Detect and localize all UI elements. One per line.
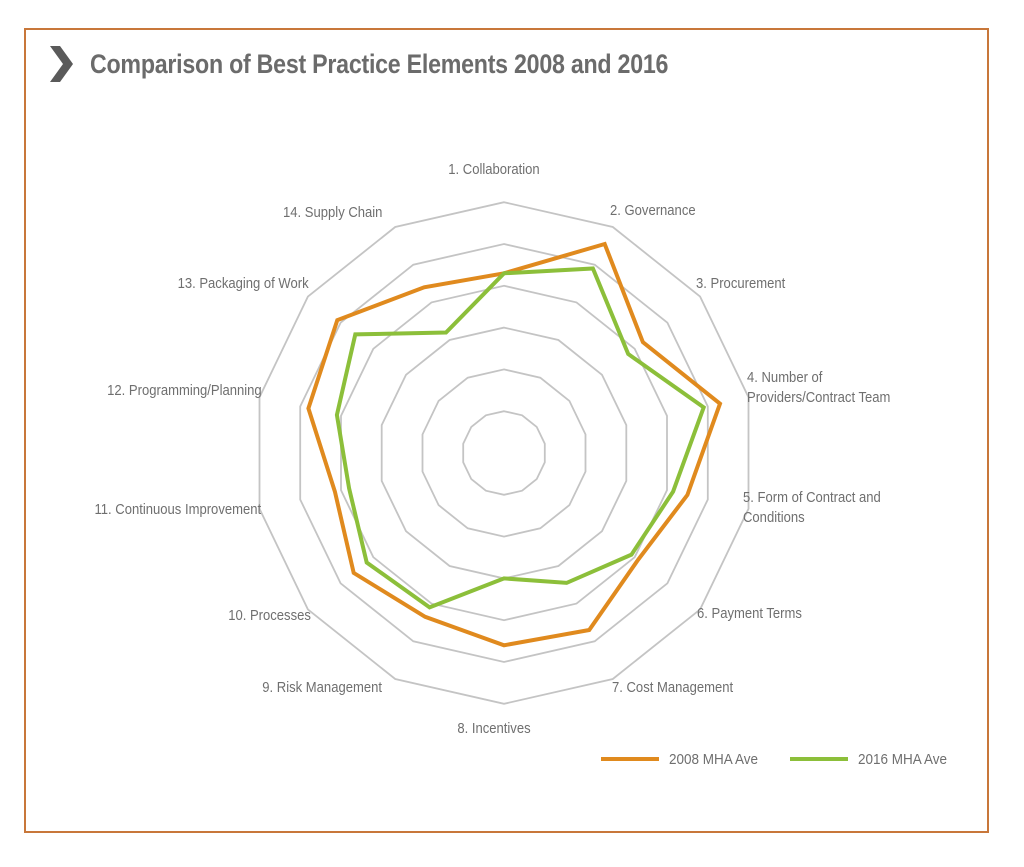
grid-ring	[258, 201, 750, 705]
axis-label-text: 1. Collaboration	[448, 162, 540, 178]
chart-title: Comparison of Best Practice Elements 200…	[90, 48, 669, 79]
axis-label-10: 10. Processes	[228, 606, 311, 626]
axis-label-14: 14. Supply Chain	[283, 203, 382, 223]
axis-label-13: 13. Packaging of Work	[178, 274, 309, 294]
axis-label-text: 13. Packaging of Work	[177, 276, 309, 292]
axis-label-text: 2. Governance	[610, 203, 696, 219]
legend-swatch-2008	[601, 757, 659, 761]
axis-label-7: 7. Cost Management	[612, 678, 733, 698]
grid-ring	[299, 243, 709, 663]
axis-label-text: 10. Processes	[228, 608, 311, 624]
axis-label-text-line2: Providers/Contract Team	[747, 390, 891, 406]
axis-label-text: 14. Supply Chain	[282, 205, 382, 221]
axis-label-11: 11. Continuous Improvement	[94, 500, 261, 520]
axis-label-1: 1. Collaboration	[404, 160, 584, 180]
legend-item-2008: 2008 MHA Ave	[601, 751, 768, 768]
axis-label-4: 4. Number of Providers/Contract Team	[747, 368, 890, 408]
axis-label-text-line2: Conditions	[743, 510, 805, 526]
legend-label-2016: 2016 MHA Ave	[857, 750, 948, 768]
axis-label-3: 3. Procurement	[696, 274, 785, 294]
legend-swatch-2016	[789, 757, 848, 761]
axis-label-text: 5. Form of Contract and	[743, 490, 881, 506]
axis-label-9: 9. Risk Management	[262, 678, 382, 698]
axis-label-2: 2. Governance	[610, 201, 696, 221]
axis-label-text: 4. Number of	[747, 370, 823, 386]
chevron-right-icon	[50, 46, 73, 82]
legend: 2008 MHA Ave 2016 MHA Ave	[601, 748, 979, 770]
grid-ring	[421, 368, 587, 538]
axis-label-8: 8. Incentives	[404, 719, 584, 739]
series-line-2008	[306, 241, 723, 648]
axis-label-text: 8. Incentives	[457, 721, 531, 737]
axis-label-text: 7. Cost Management	[612, 680, 734, 696]
axis-label-text: 9. Risk Management	[262, 680, 382, 696]
grid-ring	[380, 326, 628, 580]
title-row: Comparison of Best Practice Elements 200…	[48, 44, 762, 84]
axis-label-text: 3. Procurement	[696, 276, 786, 292]
axis-label-text: 12. Programming/Planning	[107, 383, 262, 399]
grid-ring	[340, 284, 668, 622]
axis-label-5: 5. Form of Contract and Conditions	[743, 488, 881, 528]
chart-frame	[24, 28, 989, 833]
legend-item-2016: 2016 MHA Ave	[789, 750, 957, 768]
grid-ring	[462, 410, 546, 496]
legend-label-2008: 2008 MHA Ave	[669, 750, 759, 768]
axis-label-6: 6. Payment Terms	[697, 604, 802, 624]
axis-label-12: 12. Programming/Planning	[107, 381, 262, 401]
axis-label-text: 11. Continuous Improvement	[94, 502, 261, 518]
series-line-2016	[334, 266, 707, 610]
axis-label-text: 6. Payment Terms	[697, 606, 802, 622]
